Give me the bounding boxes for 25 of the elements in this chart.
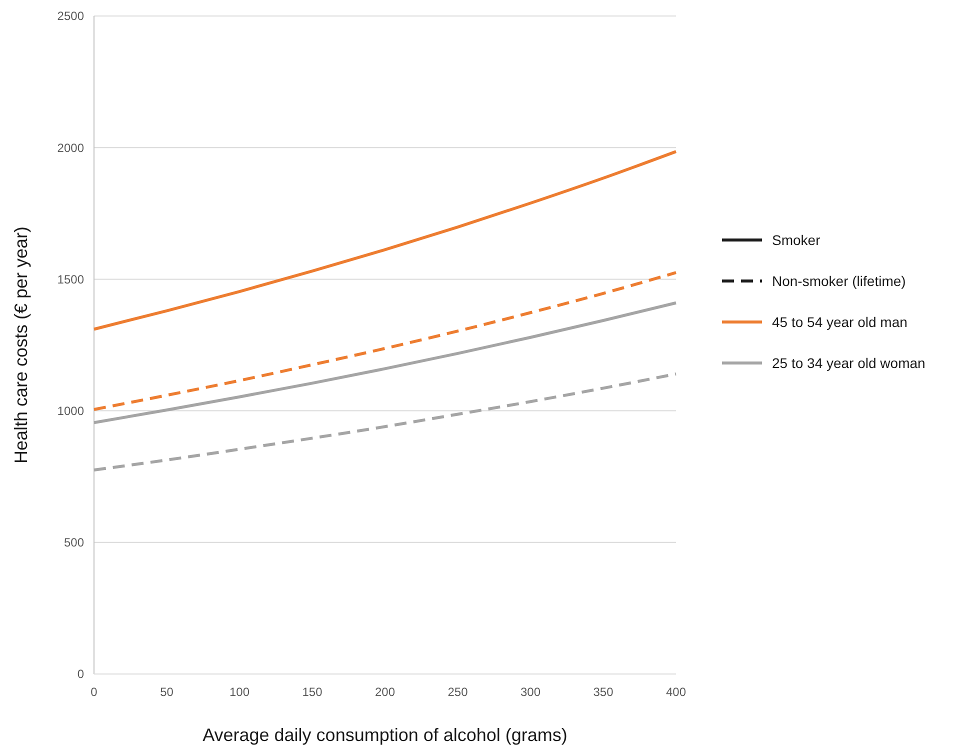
x-tick-label: 100 <box>229 685 250 699</box>
y-tick-label: 1000 <box>57 404 84 418</box>
text: Smoker <box>772 232 821 248</box>
x-tick-label: 200 <box>374 685 396 699</box>
line-series <box>92 271 678 411</box>
y-tick-label: 2500 <box>57 9 84 24</box>
x-tick-label: 400 <box>666 685 686 699</box>
y-tick-label: 500 <box>64 536 84 550</box>
legend-label: 45 to 54 year old man <box>772 314 908 330</box>
x-tick-label: 250 <box>448 685 468 699</box>
x-tick-label: 50 <box>160 685 174 699</box>
line-series <box>92 301 678 424</box>
line-series <box>92 372 678 472</box>
x-tick-label: 150 <box>302 685 323 699</box>
legend-label: 25 to 34 year old woman <box>772 354 926 371</box>
y-tick-label: 1500 <box>57 272 84 286</box>
y-tick-label: 2000 <box>57 140 84 155</box>
x-tick-label: 0 <box>90 685 98 699</box>
x-tick-label: 350 <box>593 685 614 699</box>
line-series <box>92 150 678 331</box>
x-axis-title: Average daily consumption of alcohol (grams) <box>202 725 568 745</box>
x-tick-label: 300 <box>520 685 541 699</box>
text: Non-smoker (lifetime) <box>772 272 906 289</box>
y-axis-title: Health care costs (€ per year) <box>11 226 31 464</box>
y-tick-label: 0 <box>77 667 84 682</box>
